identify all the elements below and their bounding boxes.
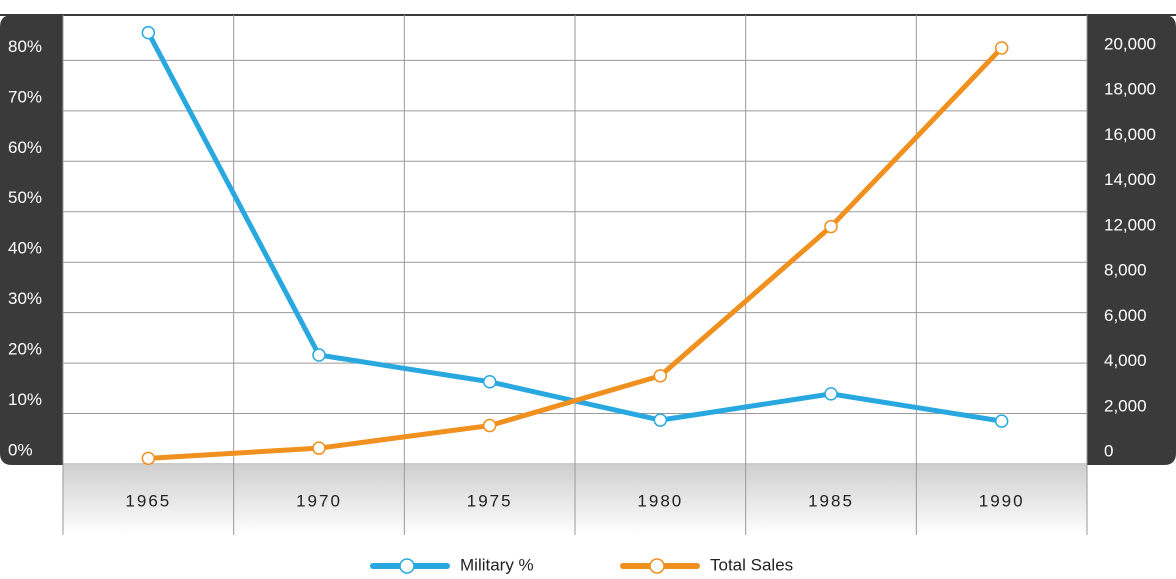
y-tick-label: 0% bbox=[8, 440, 33, 459]
point-marker bbox=[824, 387, 838, 401]
y-tick-label: 50% bbox=[8, 188, 42, 207]
y-tick-label: 40% bbox=[8, 239, 42, 258]
point-marker bbox=[312, 348, 326, 362]
left-axis-panel bbox=[0, 15, 63, 465]
legend-marker bbox=[399, 558, 415, 574]
point-marker bbox=[141, 25, 156, 40]
y2-tick-label: 4,000 bbox=[1104, 351, 1147, 370]
point-marker bbox=[994, 414, 1009, 428]
x-tick-label: 1970 bbox=[296, 491, 342, 510]
y2-tick-label: 14,000 bbox=[1104, 170, 1156, 189]
x-tick-label: 1985 bbox=[808, 491, 854, 510]
legend-marker bbox=[649, 558, 665, 574]
y-tick-label: 30% bbox=[8, 289, 42, 308]
point-marker bbox=[653, 369, 668, 383]
y2-tick-label: 2,000 bbox=[1104, 396, 1147, 415]
y2-tick-label: 6,000 bbox=[1104, 306, 1147, 325]
right-axis-panel bbox=[1087, 15, 1176, 465]
y-tick-label: 10% bbox=[8, 390, 42, 409]
x-tick-label: 1965 bbox=[125, 491, 171, 510]
legend-label: Total Sales bbox=[710, 555, 793, 574]
x-tick-label: 1980 bbox=[637, 491, 683, 510]
y-tick-label: 70% bbox=[8, 87, 42, 106]
x-tick-label: 1990 bbox=[979, 491, 1025, 510]
point-marker bbox=[312, 441, 326, 455]
legend-label: Military % bbox=[460, 555, 534, 574]
x-tick-label: 1975 bbox=[467, 491, 513, 510]
point-marker bbox=[482, 418, 497, 433]
y2-tick-label: 18,000 bbox=[1104, 80, 1156, 99]
y2-tick-label: 0 bbox=[1104, 441, 1113, 460]
y2-tick-label: 16,000 bbox=[1104, 125, 1156, 144]
series-line bbox=[148, 46, 1004, 461]
point-marker bbox=[482, 375, 497, 389]
y-tick-label: 80% bbox=[8, 37, 42, 56]
y-tick-label: 20% bbox=[8, 340, 42, 359]
y2-tick-label: 20,000 bbox=[1104, 34, 1156, 53]
y2-tick-label: 12,000 bbox=[1104, 215, 1156, 234]
point-marker bbox=[994, 41, 1009, 55]
y-tick-label: 60% bbox=[8, 138, 42, 157]
point-marker bbox=[141, 451, 156, 466]
y2-tick-label: 8,000 bbox=[1104, 261, 1147, 280]
point-marker bbox=[824, 219, 838, 234]
point-marker bbox=[653, 413, 668, 427]
